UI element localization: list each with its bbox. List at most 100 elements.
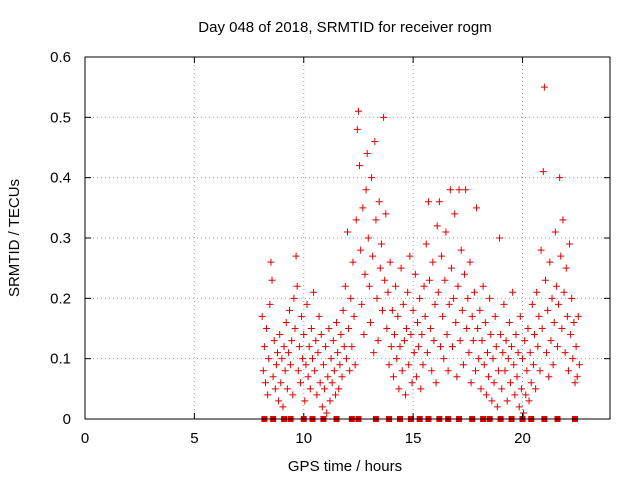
data-point xyxy=(566,240,574,248)
data-point xyxy=(422,240,430,248)
data-point xyxy=(274,349,281,357)
data-point xyxy=(272,361,280,369)
data-point xyxy=(571,379,579,387)
data-point xyxy=(535,312,543,320)
data-point xyxy=(323,409,331,417)
data-point xyxy=(375,198,383,206)
data-point xyxy=(331,391,339,399)
data-point xyxy=(388,306,396,314)
data-point xyxy=(313,391,321,399)
data-point xyxy=(491,312,499,320)
data-point xyxy=(368,174,376,182)
data-point xyxy=(418,331,426,339)
data-point xyxy=(328,379,336,387)
data-point xyxy=(464,294,472,302)
data-point xyxy=(298,312,306,320)
data-point xyxy=(524,325,532,332)
data-point xyxy=(303,300,311,308)
data-point xyxy=(324,373,332,381)
data-point xyxy=(267,258,275,266)
data-point xyxy=(480,361,488,369)
data-point xyxy=(455,186,463,194)
data-point xyxy=(515,403,523,411)
data-point xyxy=(510,361,518,369)
data-point xyxy=(310,288,318,296)
data-point xyxy=(440,355,448,363)
data-point xyxy=(511,391,519,399)
data-point xyxy=(329,337,337,345)
data-point xyxy=(534,343,542,351)
data-point xyxy=(398,367,406,375)
data-point xyxy=(528,300,536,308)
data-point xyxy=(407,331,415,339)
data-point xyxy=(325,325,333,332)
data-point xyxy=(400,337,408,345)
data-point xyxy=(572,343,580,351)
data-point xyxy=(502,337,510,345)
data-point xyxy=(354,107,362,115)
data-point xyxy=(550,318,558,326)
data-point xyxy=(451,210,459,218)
data-point xyxy=(269,373,277,381)
data-point xyxy=(454,282,462,290)
data-point xyxy=(327,355,335,363)
data-point xyxy=(264,391,272,399)
data-point xyxy=(381,276,389,284)
data-point xyxy=(315,312,323,320)
data-point xyxy=(517,385,525,393)
data-point xyxy=(505,318,513,326)
y-tick-label: 0 xyxy=(63,411,71,428)
data-point xyxy=(307,325,315,332)
data-point xyxy=(275,397,283,405)
data-point xyxy=(452,318,460,326)
data-point xyxy=(288,337,296,345)
data-point xyxy=(489,355,497,363)
data-point xyxy=(439,312,447,320)
data-point xyxy=(482,391,490,399)
data-point xyxy=(476,306,484,314)
data-point xyxy=(414,318,421,326)
data-point xyxy=(433,222,441,230)
data-point xyxy=(417,385,425,393)
data-point xyxy=(312,337,320,345)
data-point xyxy=(399,300,407,308)
data-point xyxy=(499,349,507,357)
data-point xyxy=(406,252,414,260)
data-point xyxy=(311,367,319,375)
data-point xyxy=(522,391,530,399)
data-point xyxy=(484,349,491,357)
y-tick-label: 0.2 xyxy=(50,290,71,307)
data-point xyxy=(384,288,392,296)
data-point xyxy=(405,361,413,369)
data-point xyxy=(443,331,451,339)
data-point xyxy=(555,300,563,308)
data-point xyxy=(358,300,366,308)
data-point xyxy=(278,355,286,363)
data-point xyxy=(564,367,572,375)
x-tick-label: 5 xyxy=(190,430,198,447)
data-point xyxy=(431,300,439,308)
data-point xyxy=(408,379,416,387)
data-point xyxy=(470,288,478,296)
data-point xyxy=(547,337,555,345)
data-point xyxy=(410,349,418,357)
data-point xyxy=(270,337,278,345)
data-point xyxy=(561,349,569,357)
data-point xyxy=(365,282,373,290)
data-point xyxy=(533,288,541,296)
data-point xyxy=(463,325,471,332)
data-point xyxy=(435,198,443,206)
data-point xyxy=(453,373,461,381)
data-point xyxy=(357,246,365,254)
data-point xyxy=(287,361,295,369)
data-point xyxy=(469,337,477,345)
data-point xyxy=(438,252,446,260)
data-point xyxy=(573,373,581,381)
data-point xyxy=(421,312,429,320)
data-point xyxy=(371,137,379,145)
data-point xyxy=(281,367,289,375)
data-point xyxy=(478,337,486,345)
data-point xyxy=(265,355,273,363)
data-point xyxy=(473,204,481,212)
data-point xyxy=(322,343,330,351)
